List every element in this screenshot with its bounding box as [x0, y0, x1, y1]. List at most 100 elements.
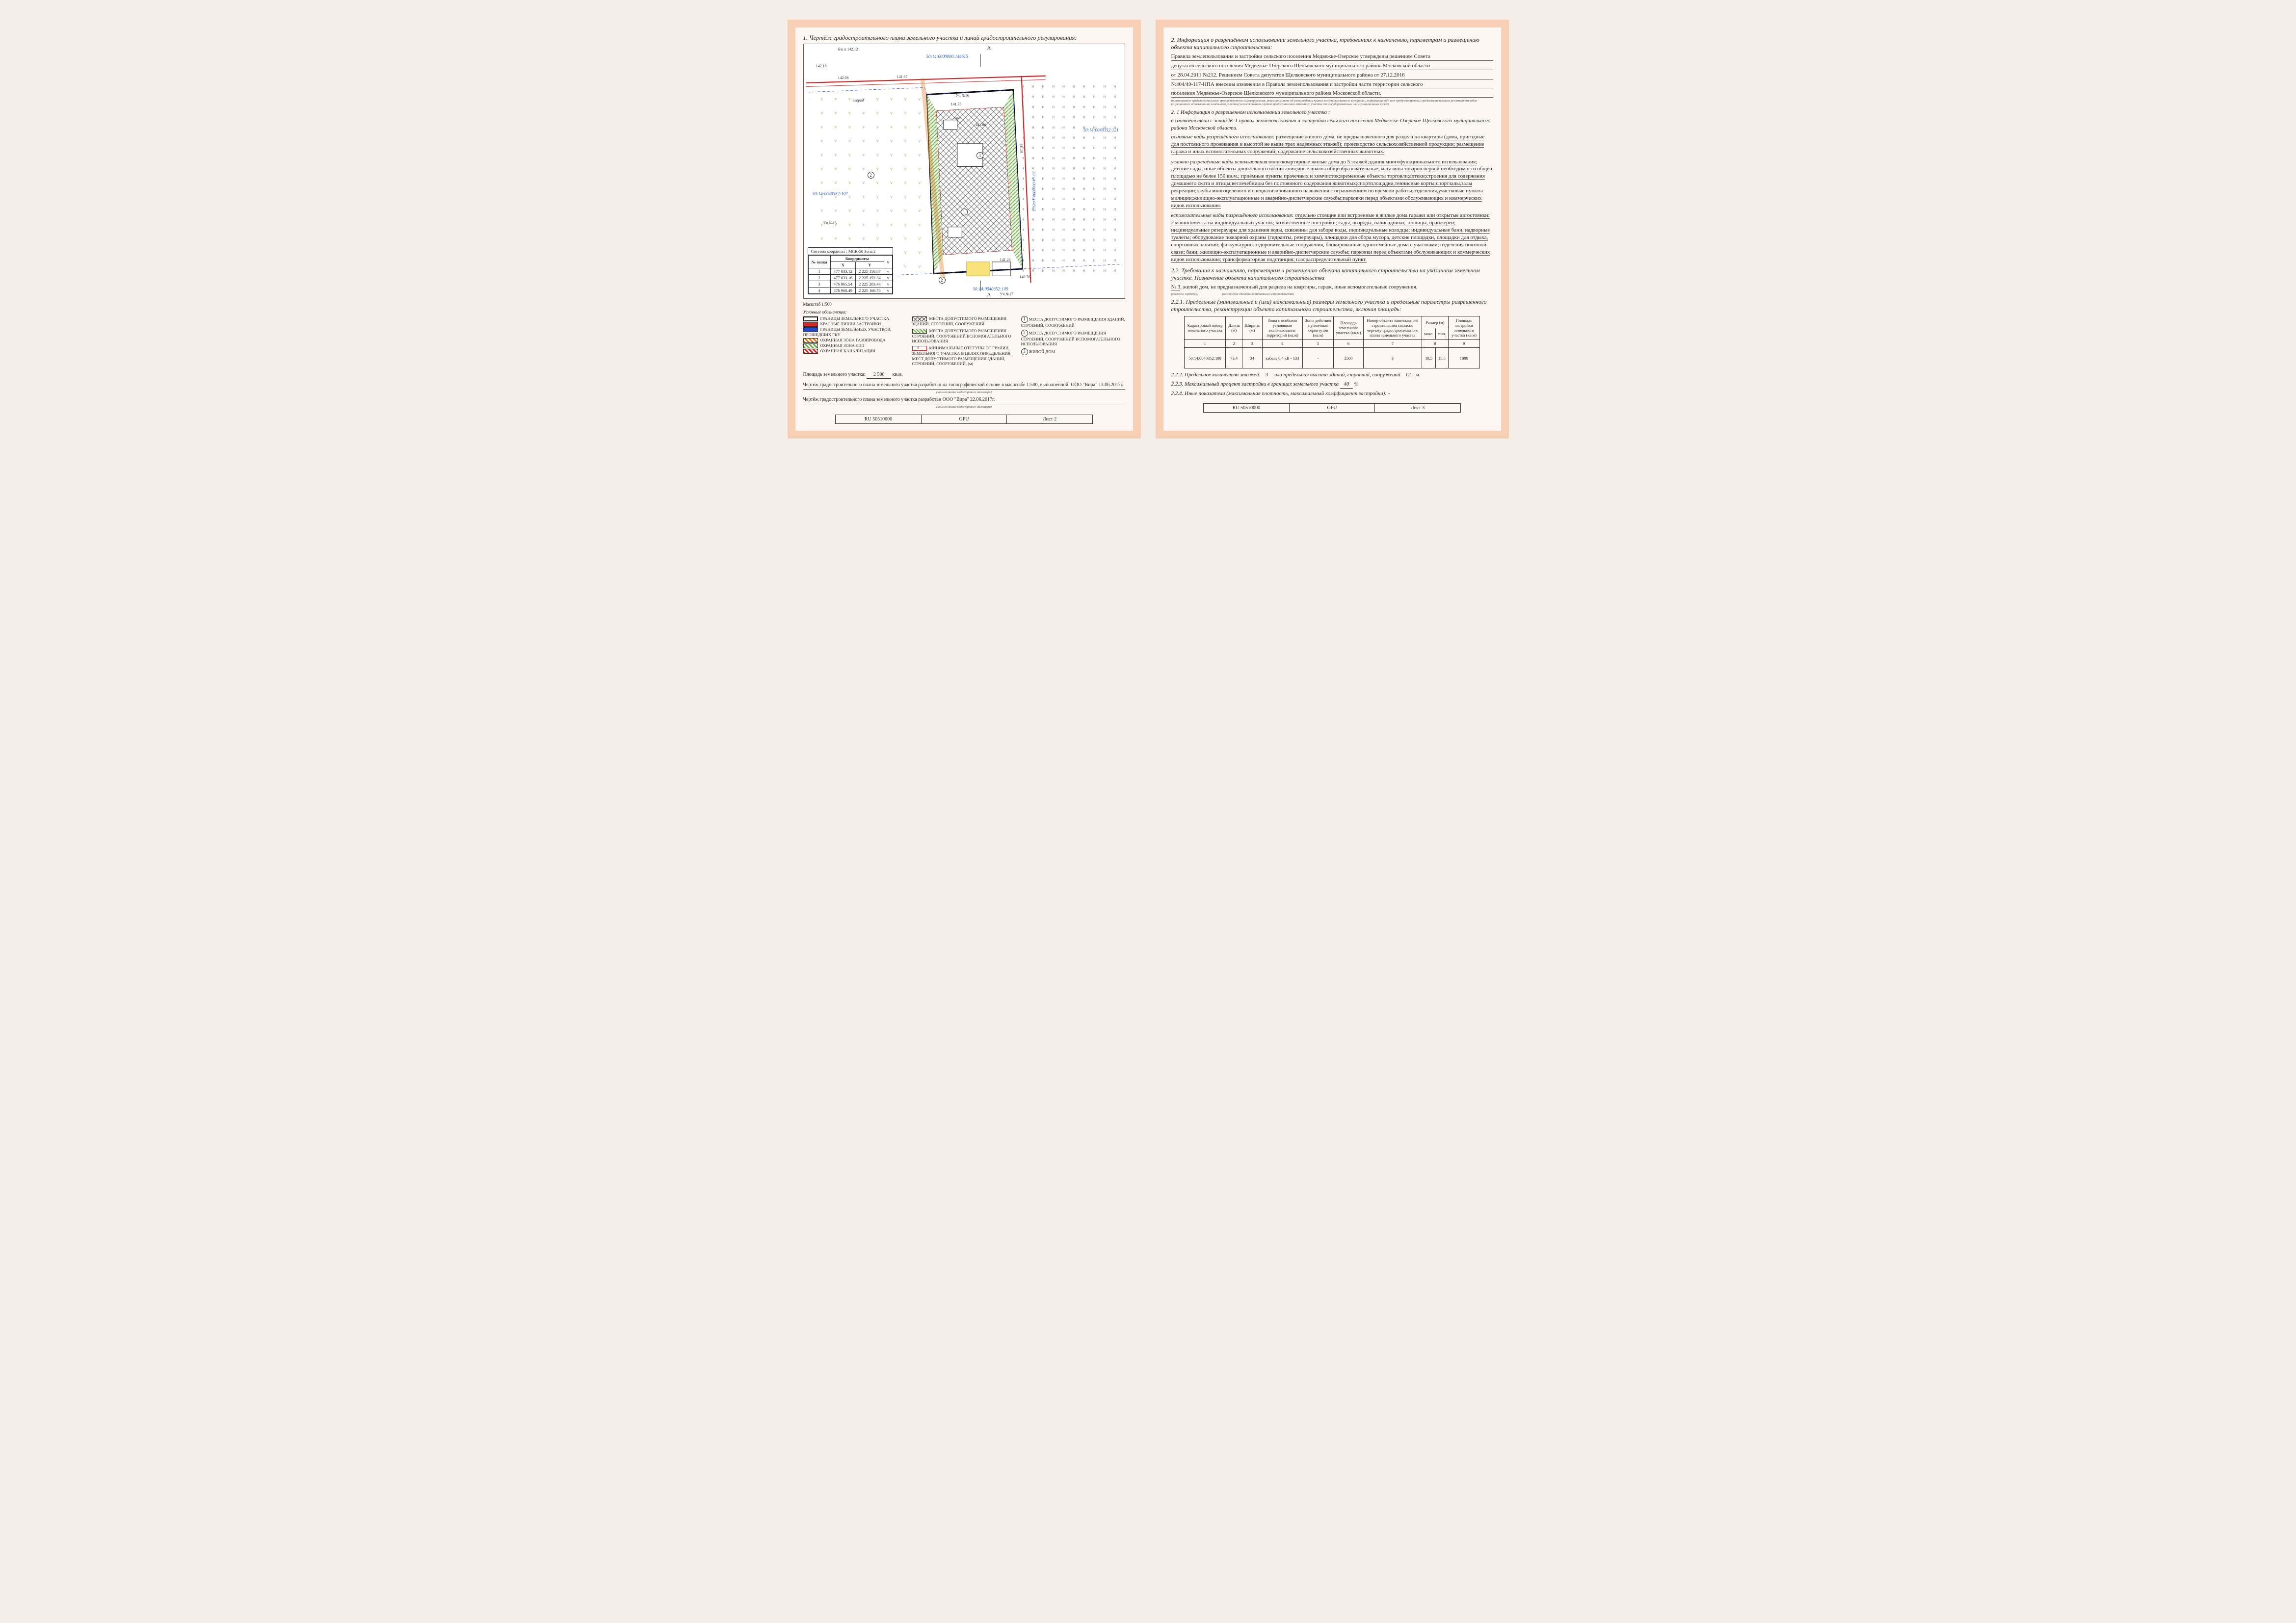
rules-line: №404/49-117-НПА внесены изменения в Прав… — [1171, 81, 1493, 89]
credit2note: (наименование кадастрового инженера) — [803, 405, 1125, 409]
th3: Зоны с особыми условиями использования т… — [1262, 316, 1302, 340]
lr-c2: 2 — [1021, 330, 1028, 337]
A-bot: А — [987, 292, 991, 298]
bn-label: б/п п 142.12 — [838, 47, 858, 52]
ll4: ОХРАННАЯ ЗОНА ЛЭП — [820, 343, 865, 348]
ll3: ОХРАННАЯ ЗОНА ГАЗОПРОВОДА — [820, 338, 886, 342]
footer2: RU 50510000 GPU Лист 3 — [1203, 403, 1461, 413]
f1-0: RU 50510000 — [836, 415, 921, 423]
rules-line: депутатов сельского поселения Медвежье-О… — [1171, 62, 1493, 70]
circ3: 3 — [976, 152, 983, 159]
lm1: МЕСТА ДОПУСТИМОГО РАЗМЕЩЕНИЯ СТРОЕНИЙ, С… — [912, 328, 1011, 344]
th8: Площадь застройки земельного участка (кв… — [1448, 316, 1480, 340]
coord-table: № знака Координаты v X Y 1477 033.122 22… — [808, 255, 893, 294]
h13: 141.28 — [1000, 258, 1011, 262]
legend-right: 1 МЕСТА ДОПУСТИМОГО РАЗМЕЩЕНИЯ ЗДАНИЙ, С… — [1021, 316, 1125, 366]
th5: Площадь земельного участка (кв.м) — [1334, 316, 1363, 340]
th2: Ширина (м) — [1242, 316, 1262, 340]
rules-line: Правила землепользования и застройки сел… — [1171, 53, 1493, 61]
bottom-block: Площадь земельного участка: 2 500 кв.м. … — [803, 371, 1125, 409]
s22n1: (назначение объекта капитального строите… — [1222, 292, 1294, 296]
conduse: многоквартирные жилые дома до 5 этажей;з… — [1171, 159, 1492, 209]
legend: ГРАНИЦЫ ЗЕМЕЛЬНОГО УЧАСТКА КРАСНЫЕ ЛИНИИ… — [803, 316, 1125, 366]
ll0: ГРАНИЦЫ ЗЕМЕЛЬНОГО УЧАСТКА — [820, 316, 890, 321]
page-2: 2. Информация о разрешённом использовани… — [1156, 20, 1509, 439]
svg-text:141.31: 141.31 — [1019, 143, 1024, 154]
f2-0: RU 50510000 — [1204, 404, 1289, 412]
h1: 141.97 — [897, 75, 908, 79]
sarai: сарай — [953, 116, 962, 120]
th0: Кадастровый номер земельного участка — [1184, 316, 1226, 340]
area-label: Площадь земельного участка: — [803, 372, 866, 377]
page1-title: 1. Чертёж градостроительного плана земел… — [803, 34, 1125, 42]
h0: 142.06 — [838, 76, 849, 80]
lr-c1: 1 — [1021, 316, 1028, 323]
legend-title: Условные обозначения: — [803, 310, 1125, 314]
s22n0: (согласно чертежу) — [1171, 292, 1198, 296]
s222: 2.2.2. Предельное количество этажей 3 ил… — [1171, 371, 1493, 379]
s222v2: 12 — [1401, 371, 1414, 379]
legend-mid: МЕСТА ДОПУСТИМОГО РАЗМЕЩЕНИЯ ЗДАНИЙ, СТР… — [912, 316, 1016, 366]
th1: Длина (м) — [1226, 316, 1242, 340]
circ2b: 2 — [939, 277, 946, 284]
mainuse-label: основные виды разрешённого использования… — [1171, 134, 1275, 140]
ogorod: огород — [853, 98, 864, 103]
lr2: ЖИЛОЙ ДОМ — [1029, 349, 1055, 354]
svg-text:50:14:0000000:144513: 50:14:0000000:144513 — [1031, 171, 1036, 211]
s222l2: или предельная высота зданий, строений, … — [1274, 372, 1400, 378]
s224: 2.2.4. Иные показатели (максимальная пло… — [1171, 390, 1493, 397]
cad4: 50:14:0040352:109 — [973, 287, 1008, 291]
circ2: 2 — [868, 172, 874, 179]
coord-h0: № знака — [808, 256, 830, 268]
s22-num: № 3 — [1171, 284, 1181, 290]
s22-title: 2.2. Требования к назначению, параметрам… — [1171, 267, 1493, 282]
uch15: Уч.№15 — [823, 221, 837, 225]
s221-title: 2.2.1. Предельные (минимальные и (или) м… — [1171, 298, 1493, 313]
h3: 141.66 — [976, 123, 986, 127]
s21-title: 2. 1 Информация о разрешенном использова… — [1171, 109, 1493, 116]
th6: Номер объекта капитального строительства… — [1363, 316, 1422, 340]
lr1: МЕСТА ДОПУСТИМОГО РАЗМЕЩЕНИЯ СТРОЕНИЙ, С… — [1021, 330, 1120, 346]
params-table: Кадастровый номер земельного участка Дли… — [1184, 316, 1480, 368]
circ1: 1 — [961, 209, 968, 215]
thmax: макс. — [1422, 328, 1436, 340]
coord-caption: Система координат : МСК-50 Зона 2 — [808, 248, 893, 255]
th7: Размер (м) — [1422, 316, 1449, 328]
conduse-label: условно разрешённые виды использования: — [1171, 159, 1269, 165]
legend-left: ГРАНИЦЫ ЗЕМЕЛЬНОГО УЧАСТКА КРАСНЫЕ ЛИНИИ… — [803, 316, 907, 366]
page-1: 1. Чертёж градостроительного плана земел… — [788, 20, 1141, 439]
ll1: КРАСНЫЕ ЛИНИИ ЗАСТРОЙКИ — [820, 321, 881, 326]
coord-box: Система координат : МСК-50 Зона 2 № знак… — [808, 247, 893, 294]
area-unit: кв.м. — [893, 372, 903, 377]
f2-2: Лист 3 — [1374, 404, 1460, 412]
th4: Зоны действия публичных сервитутов (кв.м… — [1302, 316, 1334, 340]
rules-note: (наименование представительного органа м… — [1171, 99, 1493, 106]
h2: 141.78 — [951, 102, 962, 106]
f1-2: Лист 2 — [1006, 415, 1092, 423]
cad1: 50:14:0000000:144615 — [926, 54, 969, 59]
lr0: МЕСТА ДОПУСТИМОГО РАЗМЕЩЕНИЯ ЗДАНИЙ, СТР… — [1021, 316, 1125, 328]
s22-text: , жилой дом, не предназначенный для разд… — [1180, 284, 1417, 290]
rules-line: поселения Медвежье-Озерское Щелковского … — [1171, 90, 1493, 98]
cad3: 50:14:0040352:107 — [813, 191, 848, 196]
coord-h1: X — [830, 262, 855, 268]
p2-heading: 2. Информация о разрешённом использовани… — [1171, 36, 1493, 51]
rules-line: от 28.04.2011 №212. Решением Совета депу… — [1171, 72, 1493, 79]
s222v1: 3 — [1260, 371, 1273, 379]
s223v: 40 — [1340, 381, 1353, 389]
s222l: 2.2.2. Предельное количество этажей — [1171, 372, 1259, 378]
map-area: v н — [803, 44, 1125, 299]
f1-1: GPU — [921, 415, 1007, 423]
scale: Масштаб 1:500 — [803, 302, 1125, 307]
auxuse: отдельно стоящие или встроенные в жилые … — [1171, 212, 1490, 262]
s223: 2.2.3. Максимальный процент застройки в … — [1171, 381, 1493, 389]
s223l: 2.2.3. Максимальный процент застройки в … — [1171, 381, 1339, 387]
coord-htop: Координаты — [830, 256, 884, 262]
coord-h3: v — [884, 256, 892, 268]
s223u: % — [1354, 381, 1359, 387]
A-top: А — [987, 45, 991, 51]
s21a: в соответствии с зоной Ж-1 правил землеп… — [1171, 117, 1493, 132]
footer1: RU 50510000 GPU Лист 2 — [835, 415, 1093, 424]
thmin: мин. — [1436, 328, 1449, 340]
s222u: м. — [1416, 372, 1421, 378]
